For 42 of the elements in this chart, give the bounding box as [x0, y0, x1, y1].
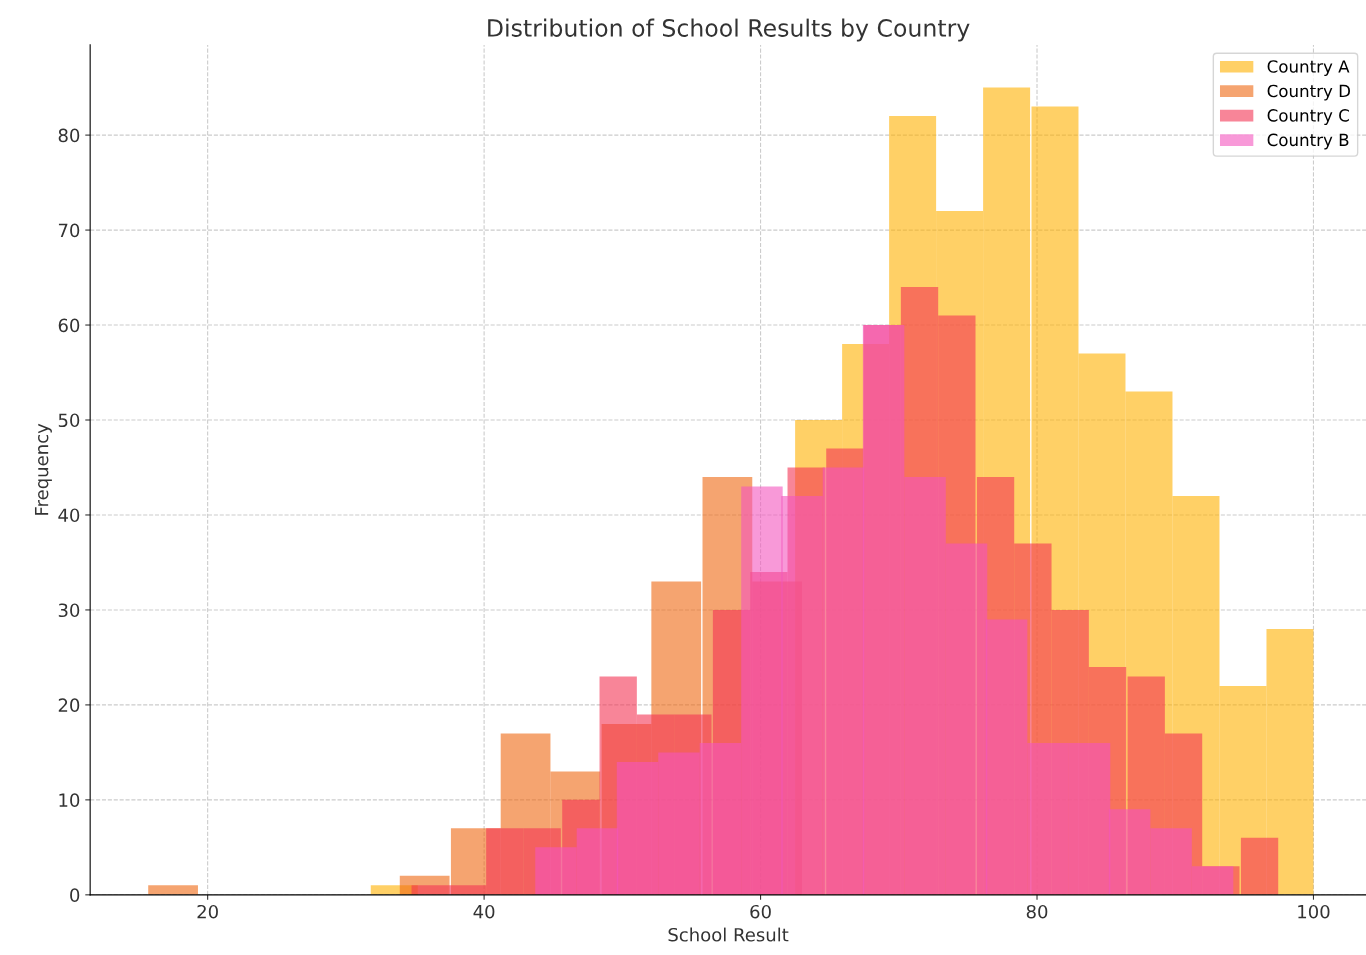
chart-title: Distribution of School Results by Country [488, 18, 970, 42]
x-tick-label: 80 [1026, 904, 1048, 919]
y-tick-label: 30 [58, 603, 80, 618]
bar [741, 486, 783, 895]
bar [448, 885, 487, 895]
legend-label: Country C [1267, 109, 1349, 125]
y-tick-label: 70 [58, 223, 80, 238]
bar [1191, 866, 1234, 895]
bar [658, 752, 700, 895]
bar [1150, 828, 1192, 895]
y-tick-label: 60 [58, 318, 80, 333]
bar [904, 476, 946, 895]
bar [1108, 809, 1151, 895]
legend-label: Country B [1267, 133, 1349, 150]
x-axis-title: School Result [668, 927, 789, 942]
y-tick-label: 80 [58, 128, 80, 143]
bar [985, 619, 1028, 895]
x-tick-label: 60 [750, 904, 771, 919]
x-tick-label: 40 [473, 904, 495, 919]
x-tick-label: 100 [1298, 904, 1330, 919]
y-axis-title: Frequency [34, 423, 52, 515]
legend-label: Country D [1267, 84, 1351, 101]
bar [535, 847, 577, 895]
bar [486, 828, 524, 895]
bar [411, 885, 449, 895]
y-tick-label: 0 [70, 888, 80, 902]
bar [1068, 742, 1111, 895]
y-tick-label: 20 [58, 698, 80, 713]
bar [1266, 628, 1314, 895]
bar [148, 885, 198, 895]
bar [1240, 837, 1279, 895]
bar [616, 761, 659, 895]
bar [1027, 742, 1069, 895]
x-tick-label: 20 [197, 904, 218, 919]
bar [781, 495, 823, 895]
legend-label: Country A [1267, 60, 1350, 77]
y-tick-label: 50 [58, 413, 80, 428]
y-tick-label: 10 [59, 793, 80, 807]
y-tick-label: 40 [58, 508, 80, 523]
bar [576, 828, 619, 895]
bar [945, 543, 988, 895]
bar [699, 742, 742, 895]
